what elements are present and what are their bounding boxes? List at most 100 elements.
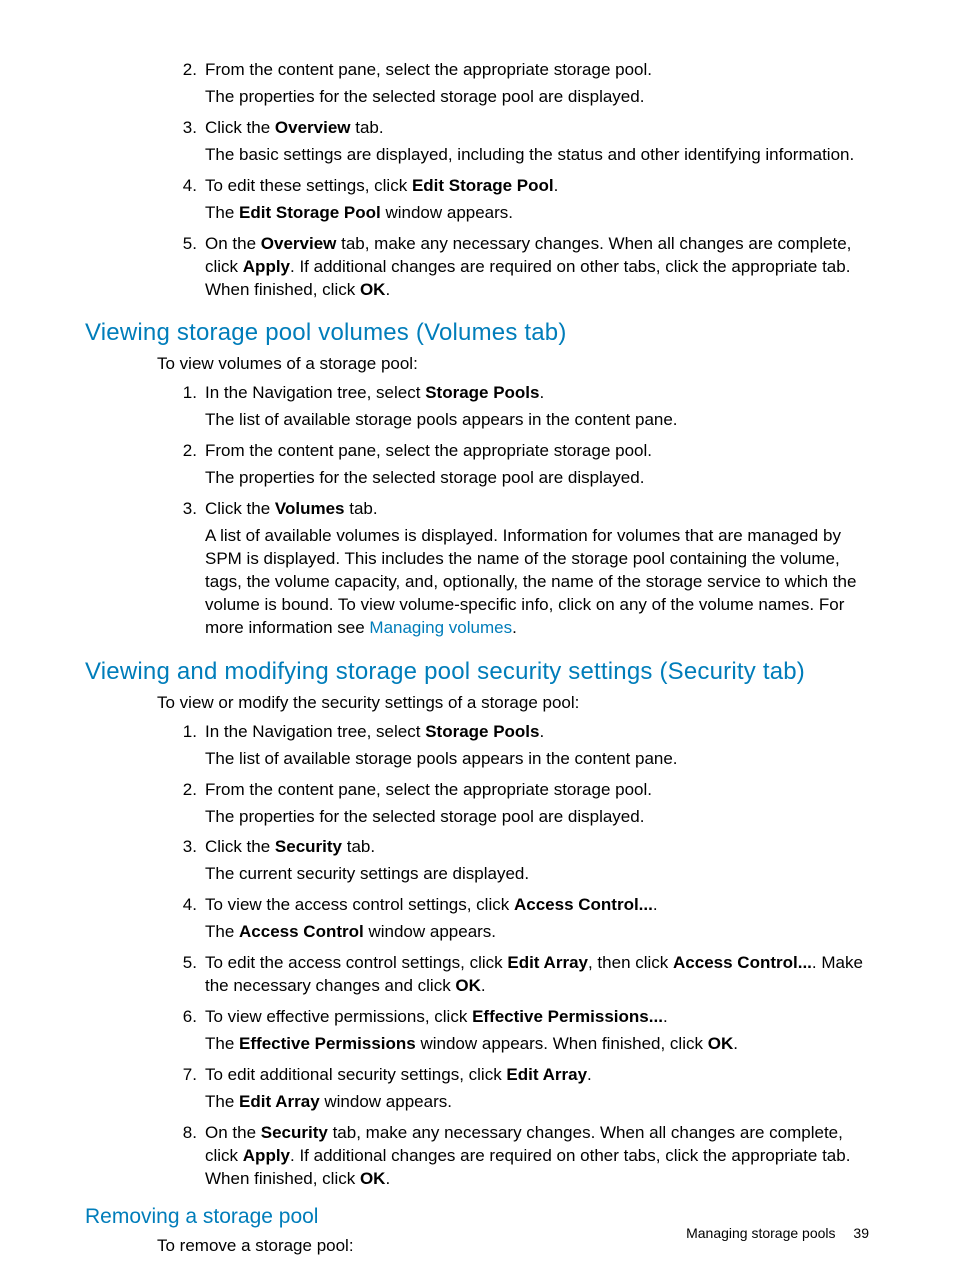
bold-text: Effective Permissions	[239, 1034, 416, 1053]
text: A list of available volumes is displayed…	[205, 526, 856, 637]
bold-text: Access Control	[239, 922, 364, 941]
text: On the	[205, 1123, 261, 1142]
heading-volumes: Viewing storage pool volumes (Volumes ta…	[85, 319, 869, 347]
bold-text: Edit Storage Pool	[239, 203, 381, 222]
step-note: The Edit Array window appears.	[205, 1091, 869, 1114]
bold-text: OK	[360, 1169, 386, 1188]
step-note: The current security settings are displa…	[205, 863, 869, 886]
bold-text: Effective Permissions...	[472, 1007, 663, 1026]
list-item: From the content pane, select the approp…	[205, 440, 869, 490]
bold-text: Security	[275, 837, 342, 856]
text: .	[587, 1065, 592, 1084]
text: The	[205, 922, 239, 941]
text: The properties for the selected storage …	[205, 87, 644, 106]
list-item: To edit these settings, click Edit Stora…	[205, 175, 869, 225]
step-text: In the Navigation tree, select Storage P…	[205, 721, 869, 744]
step-note: The Effective Permissions window appears…	[205, 1033, 869, 1056]
text: The	[205, 203, 239, 222]
list-item: To edit additional security settings, cl…	[205, 1064, 869, 1114]
bold-text: Security	[261, 1123, 328, 1142]
text: . If additional changes are required on …	[205, 1146, 850, 1188]
text: To edit additional security settings, cl…	[205, 1065, 506, 1084]
bold-text: Storage Pools	[425, 383, 539, 402]
page-number: 39	[853, 1225, 869, 1241]
step-note: The properties for the selected storage …	[205, 806, 869, 829]
step-text: To view effective permissions, click Eff…	[205, 1006, 869, 1029]
page-footer: Managing storage pools 39	[686, 1225, 869, 1241]
list-item: Click the Volumes tab. A list of availab…	[205, 498, 869, 640]
list-item: To view effective permissions, click Eff…	[205, 1006, 869, 1056]
text: The	[205, 1092, 239, 1111]
text: .	[512, 618, 517, 637]
step-text: On the Overview tab, make any necessary …	[205, 233, 869, 302]
text: To edit these settings, click	[205, 176, 412, 195]
list-item: Click the Overview tab. The basic settin…	[205, 117, 869, 167]
step-note: The list of available storage pools appe…	[205, 748, 869, 771]
text: .	[653, 895, 658, 914]
bold-text: OK	[455, 976, 481, 995]
text: tab.	[351, 118, 384, 137]
step-text: On the Security tab, make any necessary …	[205, 1122, 869, 1191]
bold-text: Apply	[243, 257, 290, 276]
text: window appears.	[381, 203, 513, 222]
step-text: To edit additional security settings, cl…	[205, 1064, 869, 1087]
text: , then click	[588, 953, 673, 972]
footer-text: Managing storage pools	[686, 1225, 835, 1241]
bold-text: Edit Array	[507, 953, 588, 972]
text: .	[481, 976, 486, 995]
text: To view effective permissions, click	[205, 1007, 472, 1026]
step-note: The properties for the selected storage …	[205, 86, 869, 109]
text: On the	[205, 234, 261, 253]
heading-security: Viewing and modifying storage pool secur…	[85, 658, 869, 686]
text: Click the	[205, 499, 275, 518]
step-text: To edit these settings, click Edit Stora…	[205, 175, 869, 198]
text: Click the	[205, 837, 275, 856]
text: Click the	[205, 118, 275, 137]
bold-text: Apply	[243, 1146, 290, 1165]
list-item: From the content pane, select the approp…	[205, 59, 869, 109]
step-text: In the Navigation tree, select Storage P…	[205, 382, 869, 405]
text: window appears.	[364, 922, 496, 941]
bold-text: Storage Pools	[425, 722, 539, 741]
text: To edit the access control settings, cli…	[205, 953, 507, 972]
text: .	[540, 722, 545, 741]
step-text: To edit the access control settings, cli…	[205, 952, 869, 998]
list-item: In the Navigation tree, select Storage P…	[205, 721, 869, 771]
intro-volumes: To view volumes of a storage pool:	[157, 353, 869, 376]
text: .	[385, 280, 390, 299]
text: tab.	[345, 499, 378, 518]
text: . If additional changes are required on …	[205, 257, 850, 299]
link-managing-volumes[interactable]: Managing volumes	[369, 618, 512, 637]
bold-text: Edit Array	[239, 1092, 320, 1111]
step-text: Click the Overview tab.	[205, 117, 869, 140]
bold-text: Edit Array	[506, 1065, 587, 1084]
text: From the content pane, select the approp…	[205, 60, 652, 79]
text: In the Navigation tree, select	[205, 722, 425, 741]
bold-text: Edit Storage Pool	[412, 176, 554, 195]
list-item: On the Security tab, make any necessary …	[205, 1122, 869, 1191]
volumes-steps-list: In the Navigation tree, select Storage P…	[85, 382, 869, 639]
text: The	[205, 1034, 239, 1053]
step-text: From the content pane, select the approp…	[205, 59, 869, 82]
list-item: On the Overview tab, make any necessary …	[205, 233, 869, 302]
step-text: Click the Volumes tab.	[205, 498, 869, 521]
step-note: A list of available volumes is displayed…	[205, 525, 869, 640]
step-note: The list of available storage pools appe…	[205, 409, 869, 432]
bold-text: Volumes	[275, 499, 345, 518]
step-note: The basic settings are displayed, includ…	[205, 144, 869, 167]
text: .	[385, 1169, 390, 1188]
text: .	[540, 383, 545, 402]
top-steps-list: From the content pane, select the approp…	[85, 59, 869, 301]
step-text: Click the Security tab.	[205, 836, 869, 859]
step-text: To view the access control settings, cli…	[205, 894, 869, 917]
bold-text: Overview	[275, 118, 351, 137]
text: .	[554, 176, 559, 195]
bold-text: Overview	[261, 234, 337, 253]
intro-security: To view or modify the security settings …	[157, 692, 869, 715]
text: The basic settings are displayed, includ…	[205, 145, 854, 164]
step-note: The properties for the selected storage …	[205, 467, 869, 490]
step-note: The Edit Storage Pool window appears.	[205, 202, 869, 225]
page: From the content pane, select the approp…	[0, 0, 954, 1271]
step-note: The Access Control window appears.	[205, 921, 869, 944]
text: tab.	[342, 837, 375, 856]
